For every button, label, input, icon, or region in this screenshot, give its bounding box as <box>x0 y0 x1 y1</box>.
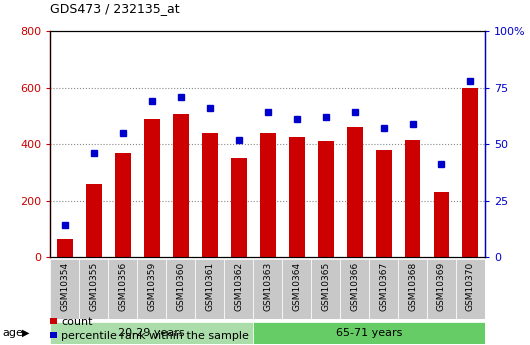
Text: GSM10354: GSM10354 <box>60 262 69 311</box>
Text: 20-29 years: 20-29 years <box>118 328 185 338</box>
Bar <box>86 184 102 257</box>
Bar <box>166 259 195 319</box>
Text: GSM10370: GSM10370 <box>466 262 475 311</box>
Bar <box>456 259 485 319</box>
Bar <box>253 322 485 344</box>
Bar <box>173 115 189 257</box>
Text: percentile rank within the sample: percentile rank within the sample <box>61 331 249 341</box>
Bar <box>317 141 333 257</box>
Bar <box>50 322 253 344</box>
Bar <box>369 259 398 319</box>
Bar <box>340 259 369 319</box>
Bar <box>311 259 340 319</box>
Bar <box>144 119 160 257</box>
Bar <box>202 133 218 257</box>
Bar <box>398 259 427 319</box>
Text: GSM10356: GSM10356 <box>118 262 127 311</box>
Bar <box>434 192 449 257</box>
Bar <box>260 133 276 257</box>
Text: GSM10362: GSM10362 <box>234 262 243 311</box>
Bar <box>427 259 456 319</box>
Text: GSM10363: GSM10363 <box>263 262 272 311</box>
Text: GSM10360: GSM10360 <box>176 262 185 311</box>
Bar <box>57 239 73 257</box>
Text: GSM10361: GSM10361 <box>205 262 214 311</box>
Text: GSM10369: GSM10369 <box>437 262 446 311</box>
Bar <box>404 140 420 257</box>
Text: GSM10355: GSM10355 <box>90 262 98 311</box>
Bar <box>115 152 131 257</box>
Text: GSM10364: GSM10364 <box>292 262 301 311</box>
Bar <box>463 88 479 257</box>
Bar <box>108 259 137 319</box>
Text: ▶: ▶ <box>22 328 30 338</box>
Text: GDS473 / 232135_at: GDS473 / 232135_at <box>50 2 180 16</box>
Text: age: age <box>3 328 23 338</box>
Text: 65-71 years: 65-71 years <box>336 328 402 338</box>
Bar <box>289 137 305 257</box>
Text: count: count <box>61 317 92 327</box>
Bar <box>231 158 246 257</box>
Text: GSM10367: GSM10367 <box>379 262 388 311</box>
Bar <box>195 259 224 319</box>
Bar <box>253 259 282 319</box>
Bar <box>282 259 311 319</box>
Text: GSM10368: GSM10368 <box>408 262 417 311</box>
Bar <box>347 127 363 257</box>
Text: GSM10359: GSM10359 <box>147 262 156 311</box>
Bar <box>137 259 166 319</box>
Bar <box>80 259 108 319</box>
Text: GSM10365: GSM10365 <box>321 262 330 311</box>
Text: GSM10366: GSM10366 <box>350 262 359 311</box>
Bar <box>224 259 253 319</box>
Bar <box>50 259 80 319</box>
Bar <box>376 150 392 257</box>
